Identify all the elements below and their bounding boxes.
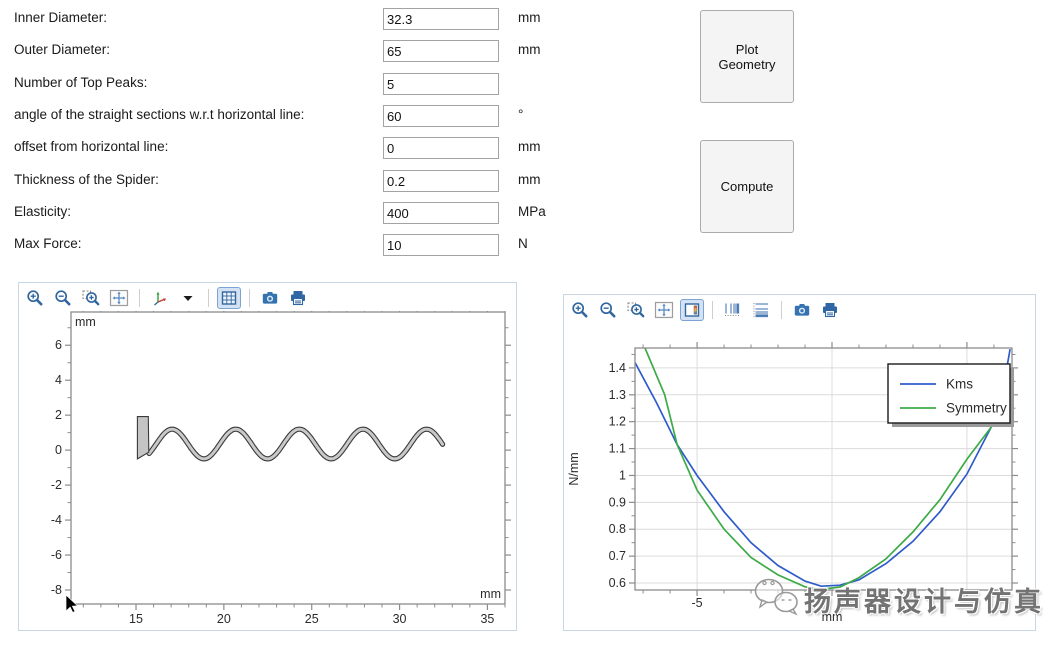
stiffness-plot-canvas[interactable]: -5 1.4 1.3 1.2 1.1 1 0.9 0.8 0.7 0.6 mm N/mm Kms Symm… <box>564 323 1035 630</box>
svg-text:30: 30 <box>393 612 407 626</box>
geometry-plot-toolbar <box>23 286 310 310</box>
svg-text:N/mm: N/mm <box>567 452 581 485</box>
unit-label: mm <box>518 10 541 25</box>
field-label: angle of the straight sections w.r.t hor… <box>14 107 305 122</box>
svg-text:2: 2 <box>55 408 62 422</box>
unit-label: mm <box>518 172 541 187</box>
compute-button[interactable]: Compute <box>700 140 794 233</box>
x-log-scale-icon[interactable] <box>721 299 745 321</box>
svg-text:1: 1 <box>619 468 626 482</box>
camera-icon[interactable] <box>790 299 814 321</box>
zoom-in-icon[interactable] <box>23 287 47 309</box>
field-label: offset from horizontal line: <box>14 139 169 154</box>
plot-geometry-button[interactable]: Plot Geometry <box>700 10 794 103</box>
zoom-extents-icon[interactable] <box>107 287 131 309</box>
svg-text:35: 35 <box>480 612 494 626</box>
svg-text:0.9: 0.9 <box>609 495 626 509</box>
field-label: Outer Diameter: <box>14 42 111 57</box>
zoom-extents-icon[interactable] <box>652 299 676 321</box>
zoom-in-icon[interactable] <box>568 299 592 321</box>
svg-text:15: 15 <box>129 612 143 626</box>
axis-orientation-icon[interactable] <box>148 287 172 309</box>
unit-label: mm <box>518 139 541 154</box>
svg-text:Kms: Kms <box>946 377 973 392</box>
grid-icon[interactable] <box>217 287 241 309</box>
svg-text:0.8: 0.8 <box>609 522 626 536</box>
form-row-offset-from-horizontal-line: offset from horizontal line: mm <box>0 137 680 161</box>
form-row-angle-of-the-straight-sections-w-r-t-horizontal-line: angle of the straight sections w.r.t hor… <box>0 105 680 129</box>
geometry-plot-panel: 15 20 25 30 35 6 4 2 0 -2 -4 -6 -8 mm mm <box>18 282 517 631</box>
number-of-top-peaks-input[interactable] <box>383 73 499 95</box>
svg-text:-6: -6 <box>51 548 62 562</box>
angle-of-the-straight-sections-w-r-t-horizontal-line-input[interactable] <box>383 105 499 127</box>
svg-text:25: 25 <box>305 612 319 626</box>
field-label: Inner Diameter: <box>14 10 108 25</box>
svg-text:1.1: 1.1 <box>609 442 626 456</box>
field-label: Elasticity: <box>14 204 72 219</box>
unit-label: ° <box>518 107 524 122</box>
zoom-out-icon[interactable] <box>596 299 620 321</box>
svg-text:6: 6 <box>55 338 62 352</box>
svg-text:1.3: 1.3 <box>609 388 626 402</box>
svg-text:4: 4 <box>55 373 62 387</box>
form-row-inner-diameter: Inner Diameter: mm <box>0 8 680 32</box>
svg-text:mm: mm <box>822 610 843 624</box>
toolbar-separator <box>249 289 250 307</box>
svg-text:-4: -4 <box>51 513 62 527</box>
y-log-scale-icon[interactable] <box>749 299 773 321</box>
field-label: Max Force: <box>14 236 82 251</box>
zoom-out-icon[interactable] <box>51 287 75 309</box>
unit-label: mm <box>518 42 541 57</box>
toolbar-separator <box>712 301 713 319</box>
toolbar-separator <box>208 289 209 307</box>
toolbar-separator <box>781 301 782 319</box>
form-row-number-of-top-peaks: Number of Top Peaks: <box>0 73 680 97</box>
svg-text:0: 0 <box>55 443 62 457</box>
stiffness-plot-panel: -5 1.4 1.3 1.2 1.1 1 0.9 0.8 0.7 0.6 mm N/mm Kms Symm… <box>563 294 1041 631</box>
offset-from-horizontal-line-input[interactable] <box>383 137 499 159</box>
stiffness-plot-toolbar <box>568 298 842 322</box>
legend-icon[interactable] <box>680 299 704 321</box>
svg-text:1.2: 1.2 <box>609 415 626 429</box>
thickness-of-the-spider-input[interactable] <box>383 170 499 192</box>
svg-text:-5: -5 <box>692 596 703 610</box>
svg-text:-8: -8 <box>51 583 62 597</box>
caret-down-icon[interactable] <box>176 287 200 309</box>
zoom-box-icon[interactable] <box>624 299 648 321</box>
print-icon[interactable] <box>818 299 842 321</box>
inner-diameter-input[interactable] <box>383 8 499 30</box>
form-row-thickness-of-the-spider: Thickness of the Spider: mm <box>0 170 680 194</box>
svg-text:mm: mm <box>75 315 96 329</box>
elasticity-input[interactable] <box>383 202 499 224</box>
field-label: Number of Top Peaks: <box>14 75 148 90</box>
svg-text:-2: -2 <box>51 478 62 492</box>
toolbar-separator <box>139 289 140 307</box>
field-label: Thickness of the Spider: <box>14 172 159 187</box>
outer-diameter-input[interactable] <box>383 40 499 62</box>
camera-icon[interactable] <box>258 287 282 309</box>
svg-text:0.6: 0.6 <box>609 576 626 590</box>
form-row-max-force: Max Force: N <box>0 234 680 258</box>
unit-label: MPa <box>518 204 546 219</box>
svg-text:20: 20 <box>217 612 231 626</box>
form-row-elasticity: Elasticity: MPa <box>0 202 680 226</box>
svg-text:1.4: 1.4 <box>609 361 626 375</box>
svg-text:mm: mm <box>480 587 501 601</box>
svg-text:Symmetry: Symmetry <box>946 401 1007 416</box>
unit-label: N <box>518 236 528 251</box>
svg-text:0.7: 0.7 <box>609 549 626 563</box>
max-force-input[interactable] <box>383 234 499 256</box>
print-icon[interactable] <box>286 287 310 309</box>
zoom-box-icon[interactable] <box>79 287 103 309</box>
form-row-outer-diameter: Outer Diameter: mm <box>0 40 680 64</box>
